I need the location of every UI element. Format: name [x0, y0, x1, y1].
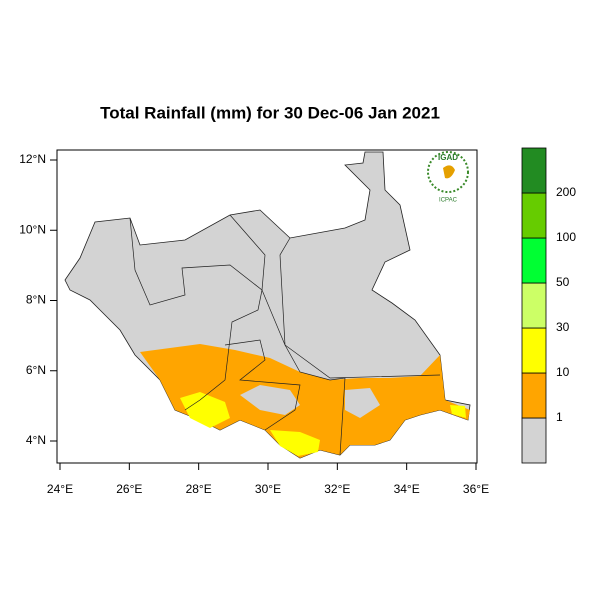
x-tick-label: 30°E — [255, 482, 281, 496]
x-tick-label: 32°E — [324, 482, 350, 496]
x-tick-label: 28°E — [186, 482, 212, 496]
colorbar-box — [521, 327, 547, 374]
logo-map — [443, 165, 455, 179]
y-tick-label: 12°N — [19, 152, 46, 166]
x-tick-label: 24°E — [47, 482, 73, 496]
colorbar: 1 10 30 50 100 200 — [521, 147, 576, 464]
x-tick-label: 36°E — [463, 482, 489, 496]
map-title: Total Rainfall (mm) for 30 Dec-06 Jan 20… — [100, 103, 440, 122]
y-tick-label: 10°N — [19, 222, 46, 236]
colorbar-label: 30 — [556, 320, 570, 334]
x-tick-label: 26°E — [116, 482, 142, 496]
colorbar-box — [521, 417, 547, 464]
dry-patch — [345, 388, 380, 418]
rain-30mm — [270, 430, 320, 456]
state-border — [229, 214, 346, 456]
x-tick-label: 34°E — [394, 482, 420, 496]
colorbar-label: 200 — [556, 185, 576, 199]
y-tick-label: 6°N — [26, 363, 46, 377]
colorbar-label: 1 — [556, 410, 563, 424]
y-tick-label: 8°N — [26, 293, 46, 307]
rain-30mm — [450, 405, 466, 418]
logo-ring — [427, 151, 469, 193]
y-tick-label: 4°N — [26, 433, 46, 447]
colorbar-label: 100 — [556, 230, 576, 244]
state-border — [129, 217, 263, 411]
logo-top: IGAD — [438, 153, 458, 162]
state-border — [279, 237, 441, 379]
logo-bottom: ICPAC — [439, 198, 458, 204]
colorbar-box — [521, 237, 547, 284]
logo: IGAD ICPAC — [427, 151, 469, 204]
map-frame — [56, 149, 478, 464]
colorbar-label: 50 — [556, 275, 570, 289]
colorbar-box — [521, 282, 547, 329]
colorbar-box — [521, 372, 547, 419]
colorbar-label: 10 — [556, 365, 570, 379]
axes: 24°E 26°E 28°E 30°E 32°E 34°E 36°E 12°N 10°N 8°N 6… — [19, 152, 489, 496]
dry-patch — [240, 385, 300, 415]
rain-30mm — [180, 392, 230, 428]
rain-10mm — [140, 344, 470, 458]
country — [64, 151, 471, 459]
colorbar-box — [521, 192, 547, 239]
colorbar-box — [521, 147, 547, 194]
state-border — [224, 339, 301, 431]
